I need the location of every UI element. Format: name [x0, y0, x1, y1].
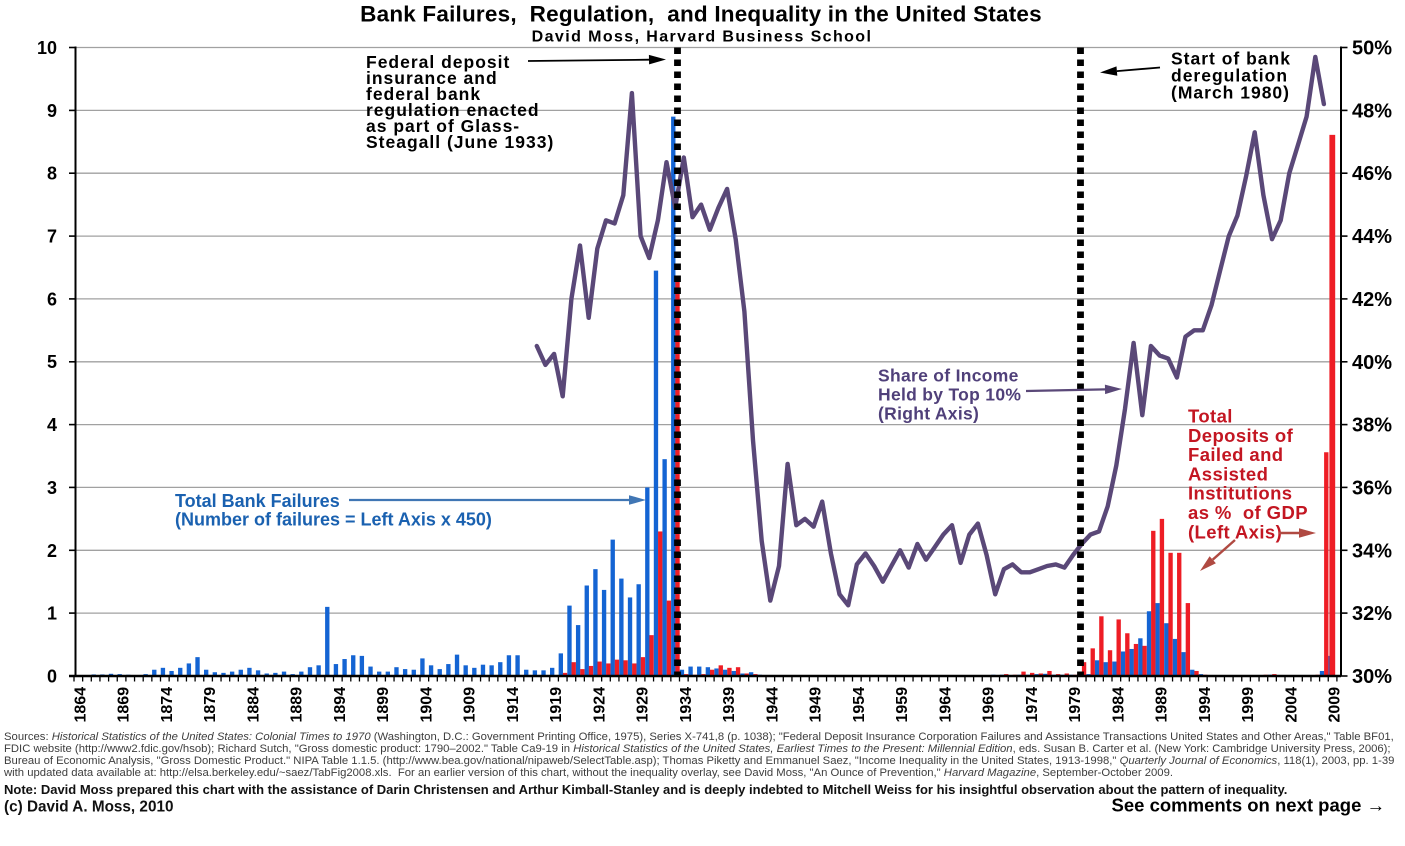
svg-text:10: 10	[37, 38, 57, 58]
svg-text:2004: 2004	[1283, 687, 1300, 723]
svg-text:1934: 1934	[678, 687, 695, 723]
svg-text:1894: 1894	[332, 687, 349, 723]
svg-text:FDIC website (http://www2.fdic: FDIC website (http://www2.fdic.gov/hsob)…	[4, 743, 1391, 755]
svg-text:(Left Axis): (Left Axis)	[1188, 521, 1282, 542]
svg-text:federal bank: federal bank	[366, 84, 481, 104]
svg-text:30%: 30%	[1352, 666, 1392, 688]
svg-text:Held by Top 10%: Held by Top 10%	[878, 385, 1021, 405]
svg-text:regulation enacted: regulation enacted	[366, 100, 540, 120]
svg-text:1959: 1959	[894, 687, 911, 723]
svg-text:5: 5	[47, 352, 57, 372]
svg-text:1954: 1954	[851, 687, 868, 723]
svg-text:1994: 1994	[1197, 687, 1214, 723]
svg-text:Assisted: Assisted	[1188, 463, 1268, 484]
svg-text:Bank Failures, Regulation, a: Bank Failures, Regulation, and Inequalit…	[360, 2, 1042, 27]
svg-text:Federal deposit: Federal deposit	[366, 52, 510, 72]
svg-text:Sources: Historical Statistics: Sources: Historical Statistics of the Un…	[4, 731, 1394, 743]
svg-text:Failed and: Failed and	[1188, 444, 1284, 465]
svg-text:Note: David Moss prepared this: Note: David Moss prepared this chart wit…	[4, 782, 1287, 797]
svg-text:0: 0	[47, 667, 57, 687]
svg-text:48%: 48%	[1352, 100, 1392, 122]
svg-text:David Moss, Harvard Business S: David Moss, Harvard Business School	[532, 29, 873, 46]
svg-text:34%: 34%	[1352, 540, 1392, 562]
svg-text:(Number of failures = Left Axi: (Number of failures = Left Axis x 450)	[175, 510, 492, 530]
svg-text:as % of GDP: as % of GDP	[1188, 502, 1308, 523]
svg-text:3: 3	[47, 478, 57, 498]
svg-text:1904: 1904	[418, 687, 435, 723]
svg-text:1929: 1929	[635, 687, 652, 723]
svg-text:1999: 1999	[1240, 687, 1257, 723]
svg-text:insurance and: insurance and	[366, 68, 498, 88]
svg-text:Institutions: Institutions	[1188, 483, 1292, 504]
svg-text:1989: 1989	[1154, 687, 1171, 723]
svg-text:1969: 1969	[981, 687, 998, 723]
svg-text:(c) David A. Moss, 2010: (c) David A. Moss, 2010	[4, 799, 173, 816]
svg-text:Steagall (June 1933): Steagall (June 1933)	[366, 132, 554, 152]
svg-text:1874: 1874	[159, 687, 176, 723]
svg-text:42%: 42%	[1352, 289, 1392, 311]
svg-text:44%: 44%	[1352, 226, 1392, 248]
svg-text:6: 6	[47, 289, 57, 309]
svg-text:1964: 1964	[937, 687, 954, 723]
svg-text:(Right Axis): (Right Axis)	[878, 404, 979, 424]
svg-text:Total: Total	[1188, 406, 1233, 427]
svg-text:1869: 1869	[116, 687, 133, 723]
svg-text:46%: 46%	[1352, 163, 1392, 185]
svg-text:1899: 1899	[375, 687, 392, 723]
svg-text:1949: 1949	[808, 687, 825, 723]
svg-text:with updated data available at: with updated data available at: http://e…	[3, 767, 1173, 779]
svg-text:2: 2	[47, 541, 57, 561]
svg-text:50%: 50%	[1352, 38, 1392, 60]
svg-text:Share of Income: Share of Income	[878, 366, 1019, 386]
svg-text:Bureau of Economic Analysis, ": Bureau of Economic Analysis, "Gross Dome…	[4, 755, 1394, 767]
svg-text:4: 4	[47, 415, 57, 435]
svg-text:(March 1980): (March 1980)	[1171, 83, 1290, 103]
svg-text:7: 7	[47, 227, 57, 247]
svg-text:2009: 2009	[1327, 687, 1344, 723]
svg-text:Total Bank Failures: Total Bank Failures	[175, 491, 340, 511]
svg-text:1974: 1974	[1024, 687, 1041, 723]
svg-text:See comments on next page →: See comments on next page →	[1112, 795, 1385, 816]
svg-text:8: 8	[47, 164, 57, 184]
svg-text:36%: 36%	[1352, 477, 1392, 499]
svg-text:Deposits of: Deposits of	[1188, 425, 1294, 446]
svg-text:1924: 1924	[591, 687, 608, 723]
svg-text:1914: 1914	[505, 687, 522, 723]
svg-text:40%: 40%	[1352, 352, 1392, 374]
svg-text:1984: 1984	[1110, 687, 1127, 723]
svg-text:1879: 1879	[202, 687, 219, 723]
svg-text:Start of bank: Start of bank	[1171, 49, 1291, 69]
svg-text:1864: 1864	[72, 687, 89, 723]
svg-text:1979: 1979	[1067, 687, 1084, 723]
svg-text:1884: 1884	[245, 687, 262, 723]
svg-text:1909: 1909	[462, 687, 479, 723]
svg-text:1944: 1944	[764, 687, 781, 723]
svg-text:1: 1	[47, 604, 57, 624]
svg-text:1889: 1889	[289, 687, 306, 723]
svg-text:38%: 38%	[1352, 415, 1392, 437]
svg-text:1919: 1919	[548, 687, 565, 723]
svg-text:as part of Glass-: as part of Glass-	[366, 116, 520, 136]
svg-text:32%: 32%	[1352, 603, 1392, 625]
svg-text:deregulation: deregulation	[1171, 66, 1288, 86]
svg-text:9: 9	[47, 101, 57, 121]
svg-text:1939: 1939	[721, 687, 738, 723]
